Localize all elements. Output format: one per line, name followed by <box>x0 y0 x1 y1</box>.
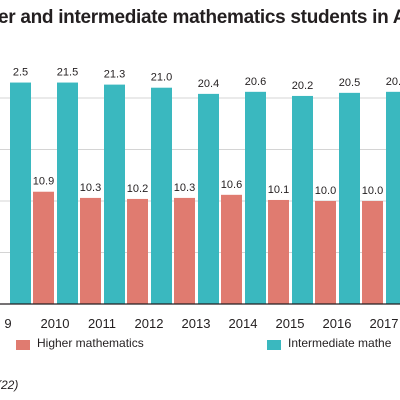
label-intermediate-9: 2.5 <box>13 67 28 79</box>
bar-higher-2011 <box>80 197 101 304</box>
bar-higher-2016 <box>315 201 336 304</box>
legend-label-higher: Higher mathematics <box>37 336 144 350</box>
bar-intermediate-2011 <box>104 84 125 304</box>
label-intermediate-2015: 20.2 <box>292 80 313 92</box>
label-higher-2017: 10.0 <box>362 185 383 197</box>
source-note-text: 22) <box>1 378 19 392</box>
label-intermediate-2012: 21.0 <box>151 72 172 84</box>
bar-intermediate-2010 <box>57 82 78 304</box>
label-intermediate-2013: 20.4 <box>198 78 219 90</box>
bars <box>10 82 400 304</box>
label-higher-2013: 10.3 <box>174 182 195 194</box>
label-higher-2014: 10.6 <box>221 179 242 191</box>
label-higher-2010: 10.9 <box>33 176 54 188</box>
bar-higher-2012 <box>127 198 148 304</box>
bar-higher-2013 <box>174 197 195 304</box>
bar-intermediate-2012 <box>151 87 172 304</box>
legend-swatch-intermediate <box>267 340 281 350</box>
bar-higher-2014 <box>221 194 242 304</box>
data-labels: 2.5 10.9 21.5 10.3 21.3 10.2 21.0 10.3 20.4 10.6 2… <box>13 67 400 197</box>
x-tick-2012: 2012 <box>135 316 164 331</box>
bar-intermediate-2015 <box>292 95 313 304</box>
x-tick-labels: 9 2010 2011 2012 2013 2014 2015 2016 2017 <box>4 316 398 331</box>
label-intermediate-2017: 20.6 <box>386 76 400 88</box>
x-tick-2010: 2010 <box>41 316 70 331</box>
label-higher-2016: 10.0 <box>315 185 336 197</box>
x-tick-2017: 2017 <box>370 316 399 331</box>
x-tick-2016: 2016 <box>323 316 352 331</box>
bar-intermediate-2017 <box>386 91 400 304</box>
bar-higher-2015 <box>268 199 289 304</box>
legend-swatch-higher <box>16 340 30 350</box>
bar-higher-2017 <box>362 201 383 304</box>
label-intermediate-2014: 20.6 <box>245 76 266 88</box>
bar-intermediate-2016 <box>339 92 360 304</box>
source-note: (22) <box>0 378 18 392</box>
bar-higher-2010 <box>33 191 54 304</box>
label-intermediate-2011: 21.3 <box>104 69 125 81</box>
label-intermediate-2016: 20.5 <box>339 77 360 89</box>
bar-intermediate-2013 <box>198 93 219 304</box>
x-tick-2011: 2011 <box>88 316 116 331</box>
label-intermediate-2010: 21.5 <box>57 67 78 79</box>
chart-title: er and intermediate mathematics students… <box>0 7 400 28</box>
x-tick-2014: 2014 <box>229 316 258 331</box>
x-tick-2013: 2013 <box>182 316 211 331</box>
label-higher-2011: 10.3 <box>80 182 101 194</box>
label-higher-2012: 10.2 <box>127 183 148 195</box>
legend-label-intermediate: Intermediate mathe <box>288 336 392 350</box>
bar-intermediate-2014 <box>245 91 266 304</box>
label-higher-2015: 10.1 <box>268 184 289 196</box>
bar-intermediate-9 <box>10 82 31 304</box>
x-tick-9: 9 <box>4 316 11 331</box>
x-tick-2015: 2015 <box>276 316 305 331</box>
